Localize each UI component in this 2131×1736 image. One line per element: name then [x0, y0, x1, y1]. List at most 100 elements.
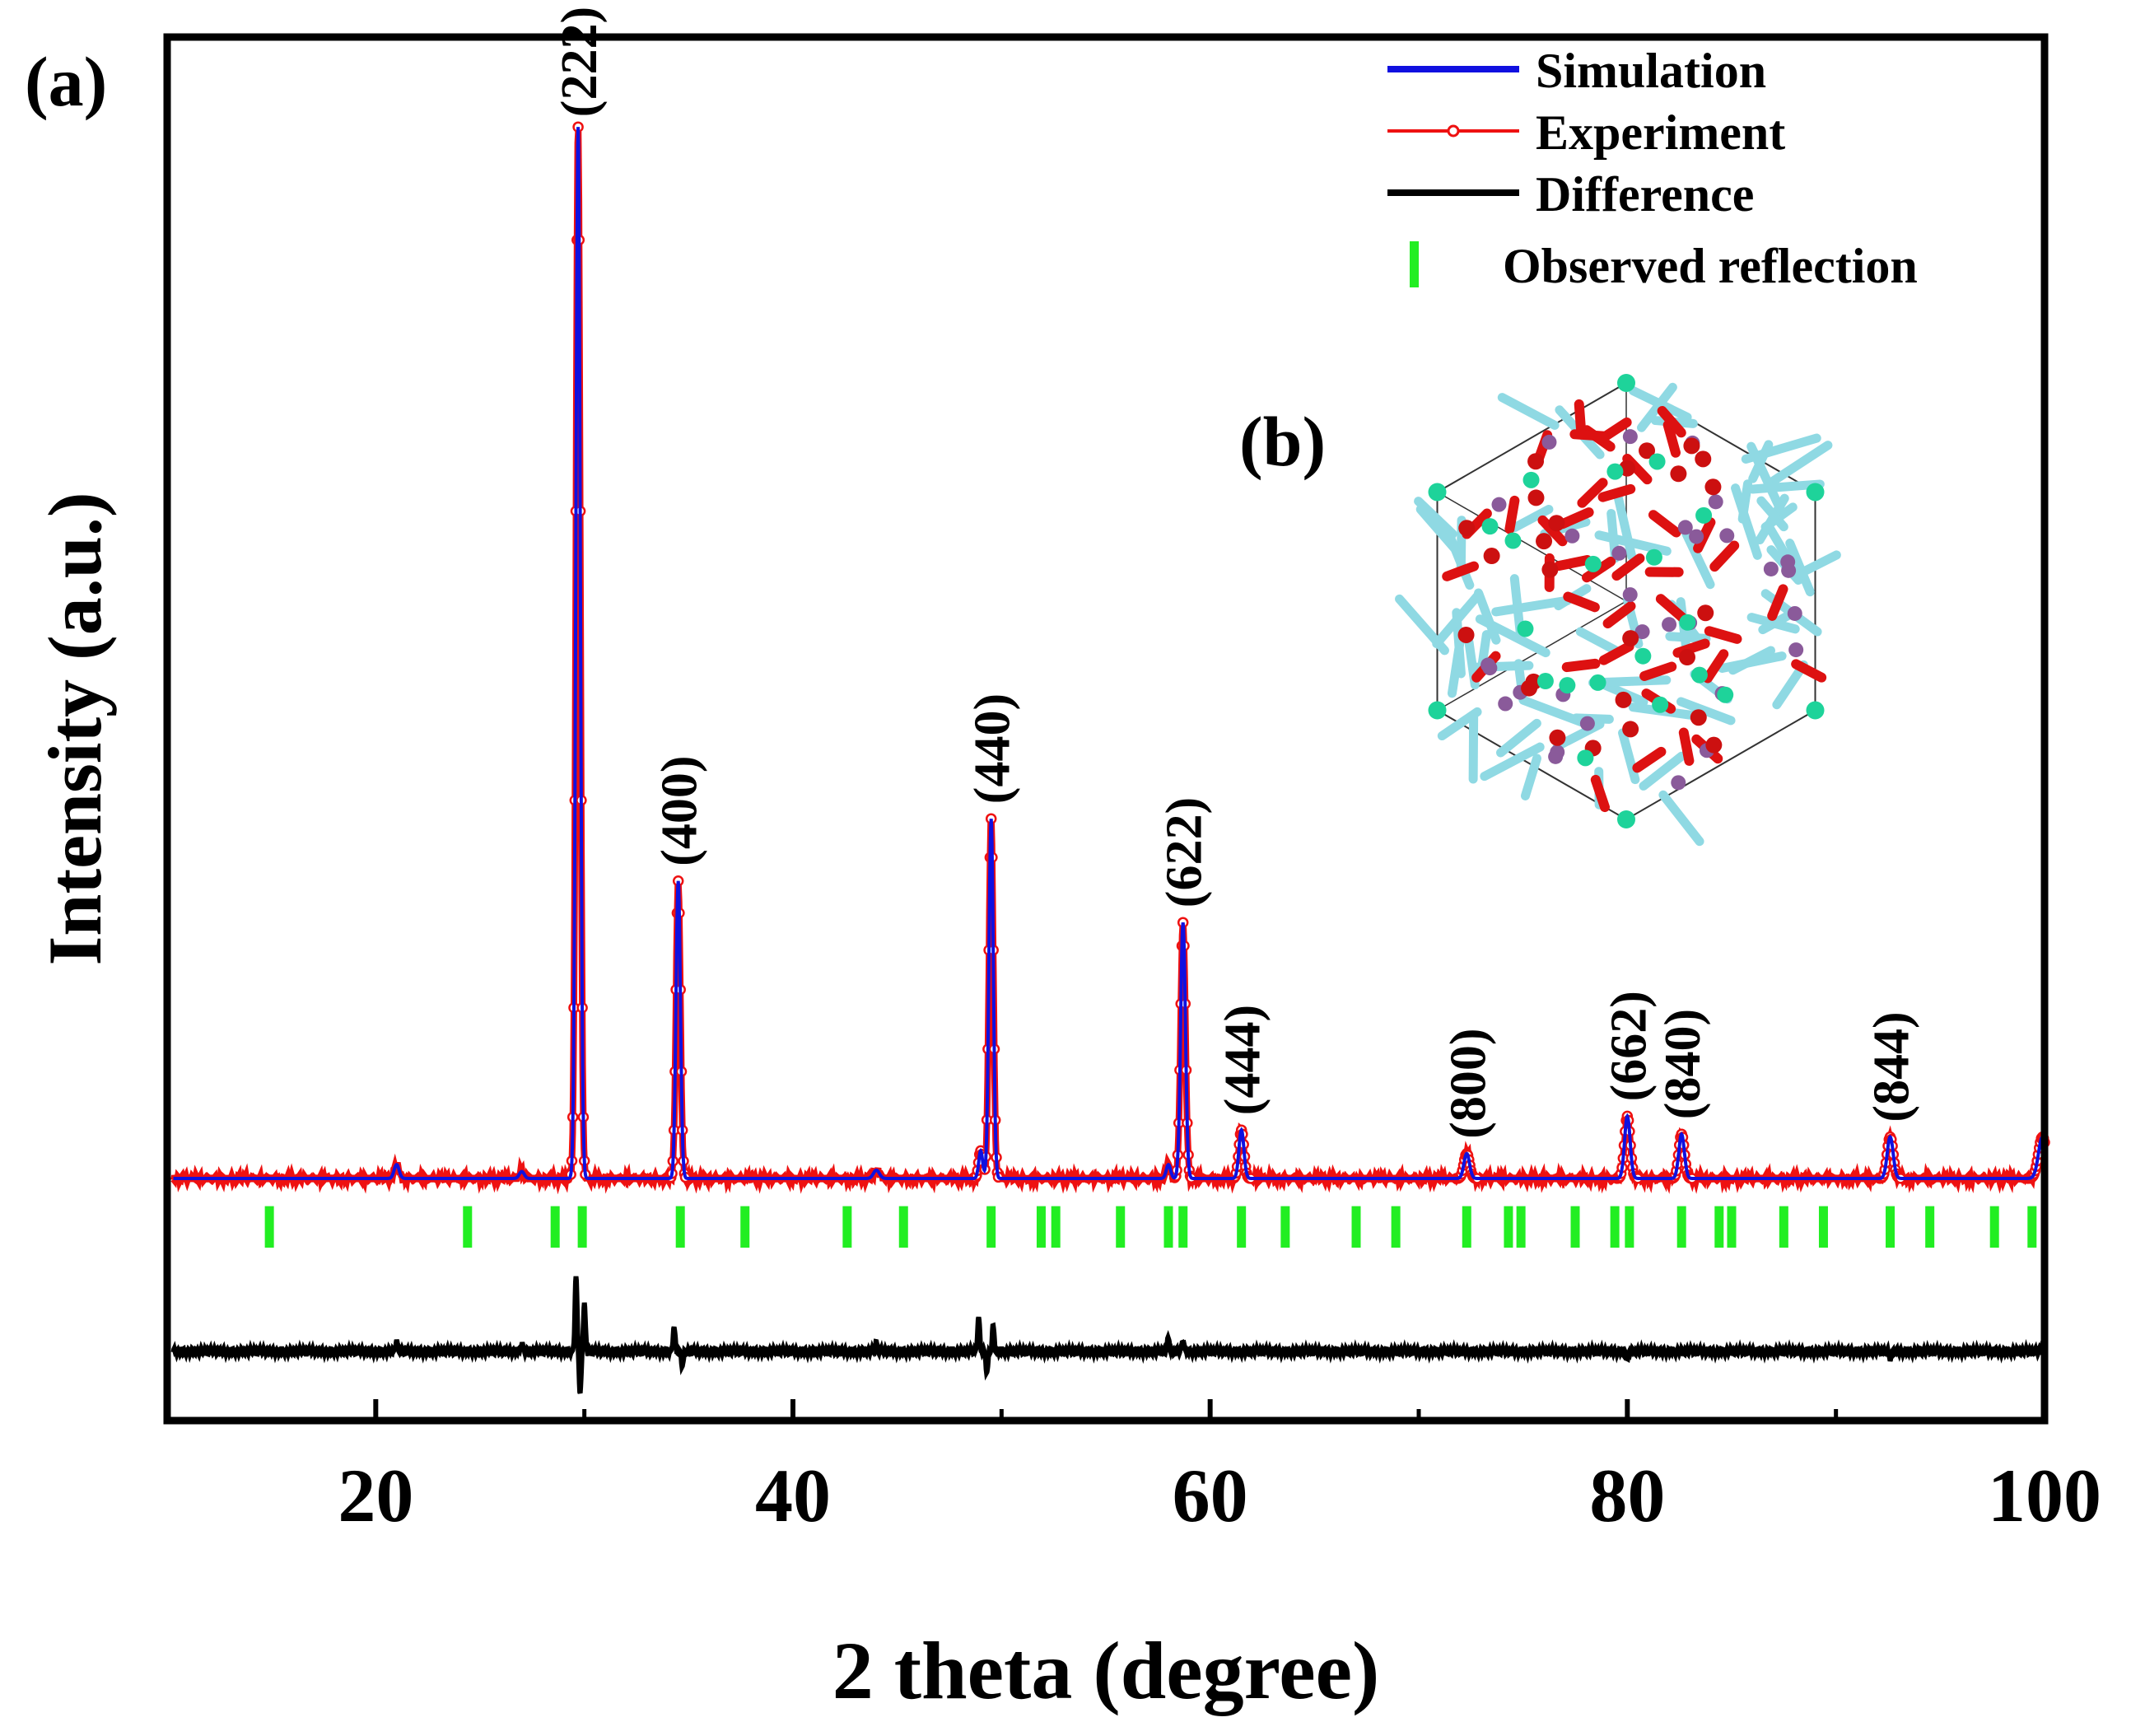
corner-atom [1617, 374, 1635, 392]
bond-oxygen [1569, 429, 1609, 441]
bond-oxygen [1602, 601, 1636, 629]
inner-atom [1517, 620, 1534, 637]
peak-label: (440) [965, 693, 1021, 804]
bond-oxygen [1590, 774, 1610, 813]
corner-atom [1806, 483, 1825, 502]
metal-atom [1622, 429, 1638, 445]
x-tick-label: 40 [755, 1454, 831, 1538]
oxygen-atom [1527, 453, 1545, 470]
bond [1728, 646, 1776, 675]
bond [1746, 441, 1786, 516]
simulation-line [173, 127, 2046, 1180]
bond-oxygen [1767, 584, 1788, 621]
inner-atom [1634, 647, 1652, 665]
bond [1437, 707, 1482, 741]
oxygen-atom [1536, 533, 1553, 550]
bond-oxygen [1648, 510, 1681, 538]
bond [1575, 627, 1620, 655]
bond [1497, 393, 1560, 430]
bond [1618, 728, 1640, 785]
inner-atom [1606, 463, 1624, 480]
bond [1491, 595, 1572, 617]
oxygen-atom [1521, 679, 1538, 697]
oxygen-atom [1705, 736, 1723, 754]
inner-atom [1577, 749, 1594, 767]
bond [1444, 530, 1475, 590]
oxygen-atom [1639, 442, 1656, 460]
metal-atom [1689, 529, 1704, 544]
bond [1747, 479, 1825, 494]
peak-label: (222) [552, 7, 608, 117]
bond-oxygen [1702, 649, 1729, 684]
oxygen-atom [1458, 520, 1476, 537]
oxygen-atom [1697, 604, 1714, 622]
bond-oxygen [1611, 553, 1645, 581]
difference-series [170, 1276, 2047, 1394]
corner-atom [1428, 701, 1447, 720]
peak-label: (444) [1215, 1005, 1271, 1115]
inner-atom [1690, 666, 1708, 684]
inner-atom [1652, 696, 1669, 713]
bond [1475, 614, 1550, 658]
peak-label: (800) [1440, 1029, 1496, 1139]
observed-reflection-series [264, 1206, 2037, 1248]
inner-atom [1536, 673, 1554, 690]
simulation-series [173, 127, 2046, 1180]
bond [1468, 712, 1479, 784]
peak-label: (662) [1601, 991, 1657, 1101]
unit-cell-edge [1437, 491, 1627, 602]
bond [1520, 754, 1541, 800]
bond [1731, 483, 1762, 560]
peak-label: (400) [652, 756, 708, 866]
bond-oxygen [1598, 641, 1634, 665]
inner-atom [1648, 453, 1666, 470]
metal-atom [1541, 434, 1557, 450]
metal-atom [1781, 562, 1797, 578]
legend-marker [1447, 124, 1460, 138]
bond [1756, 496, 1788, 532]
bond [1746, 613, 1800, 634]
bond-oxygen [1791, 659, 1827, 683]
corner-atom [1806, 701, 1825, 720]
peak-label: (622) [1157, 797, 1213, 908]
legend-swatch [1410, 241, 1419, 287]
metal-atom [1564, 528, 1580, 544]
bond-oxygen [1577, 478, 1608, 508]
legend-label: Difference [1536, 167, 1754, 222]
oxygen-atom [1704, 478, 1722, 496]
metal-atom [1634, 624, 1650, 640]
bond-oxygen [1655, 594, 1688, 623]
bond-oxygen [1442, 561, 1480, 581]
unit-cell-edge [1437, 600, 1627, 712]
bond [1658, 790, 1704, 847]
inner-atom [1717, 686, 1734, 703]
inner-atom [1504, 532, 1522, 549]
metal-atom [1548, 749, 1564, 764]
inset-label-b: (b) [1239, 402, 1326, 481]
bond [1676, 697, 1736, 726]
metal-atom [1482, 660, 1498, 676]
plot-frame [163, 33, 2049, 1425]
oxygen-atom [1457, 626, 1475, 643]
x-tick-label: 100 [1988, 1454, 2101, 1538]
inner-atom [1522, 471, 1540, 488]
inner-atom [1584, 555, 1602, 572]
bond-oxygen [1704, 626, 1742, 644]
oxygen-atom [1541, 561, 1559, 578]
inner-atom [1481, 518, 1499, 535]
x-tick-label: 20 [338, 1454, 413, 1538]
metal-atom [1671, 775, 1686, 791]
legend-label: Experiment [1536, 105, 1785, 160]
inner-atom [1695, 506, 1713, 524]
bond-oxygen [1554, 555, 1592, 572]
bond-oxygen [1709, 540, 1740, 572]
metal-atom [1579, 716, 1595, 731]
bond [1510, 504, 1554, 533]
metal-atom [1708, 494, 1723, 510]
bond [1474, 588, 1501, 645]
inner-atom [1645, 548, 1662, 566]
x-axis-ticks: 20 40 60 80 100 [338, 1399, 2101, 1538]
metal-atom [1498, 696, 1513, 712]
difference-line [170, 1276, 2047, 1394]
